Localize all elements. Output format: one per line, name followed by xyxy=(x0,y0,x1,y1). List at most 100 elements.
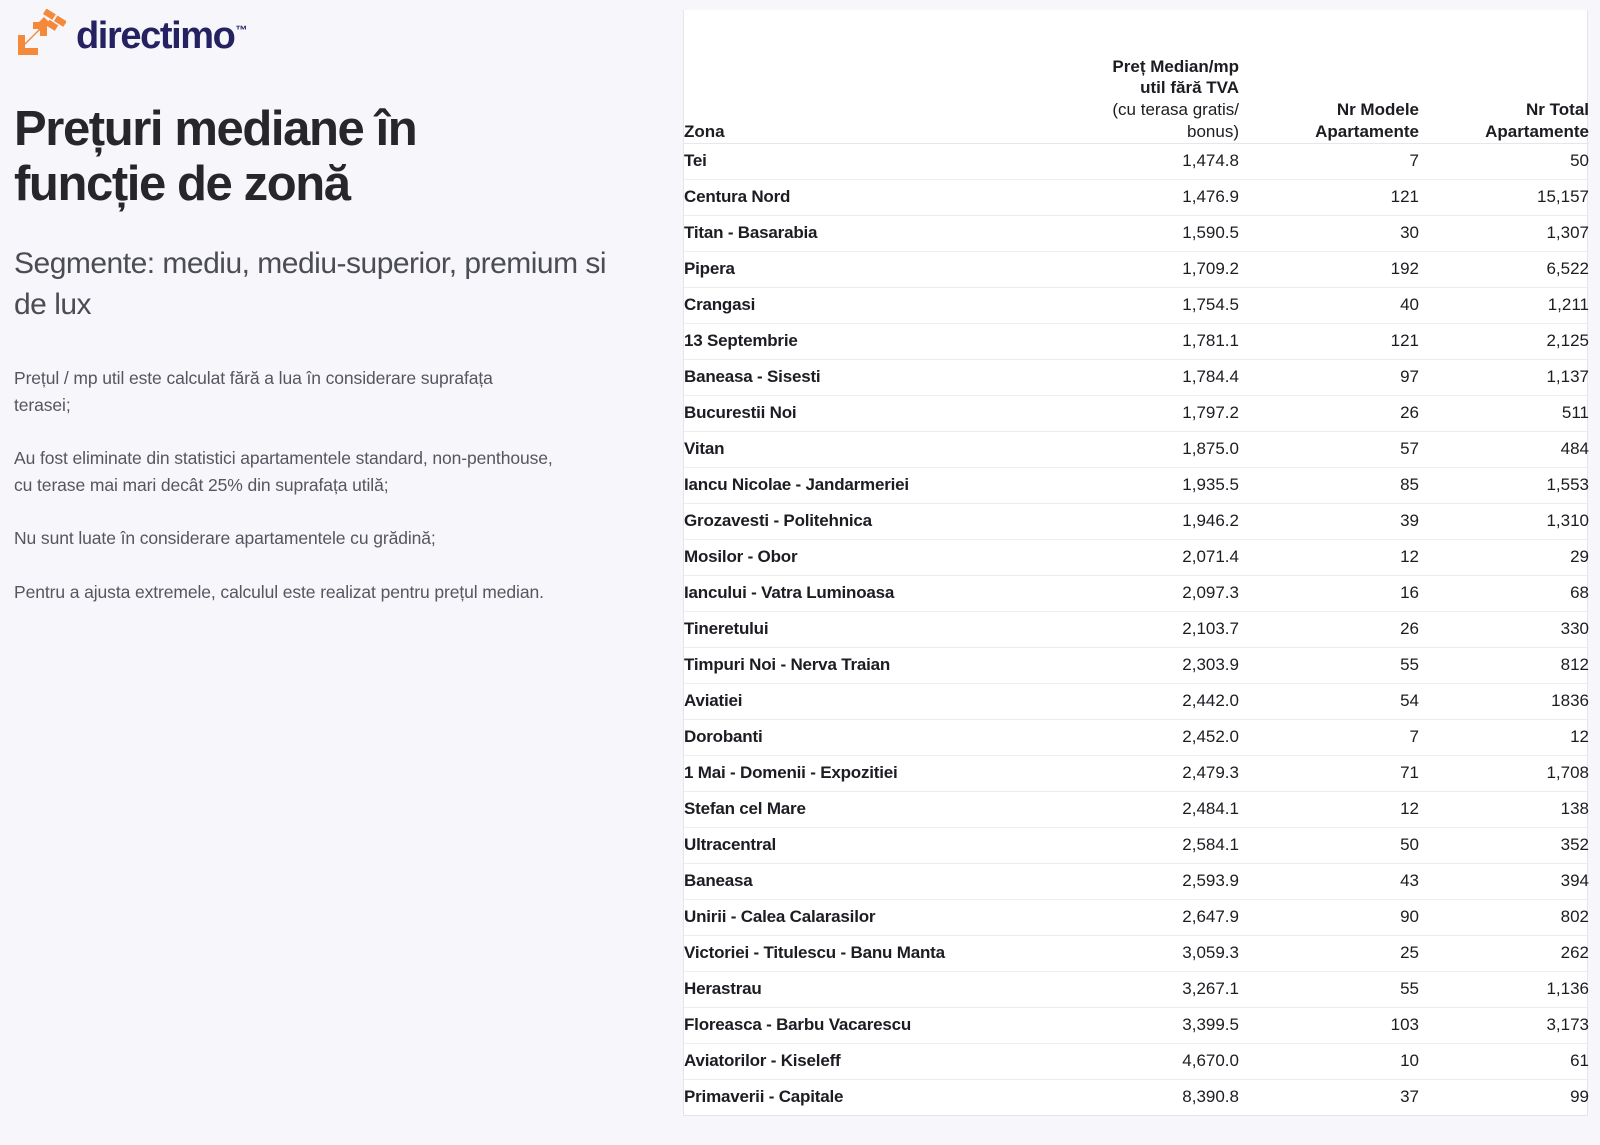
cell-zona: Vitan xyxy=(684,431,1024,468)
cell-zona: Stefan cel Mare xyxy=(684,791,1024,828)
cell-price: 8,390.8 xyxy=(1182,1087,1239,1107)
cell-models: 40 xyxy=(1239,287,1419,324)
table-row[interactable]: Titan - Basarabia 1,590.5 30 1,307 xyxy=(684,215,1589,252)
cell-price: 2,103.7 xyxy=(1024,611,1239,648)
cell-total: 484 xyxy=(1419,431,1589,468)
table-row[interactable]: Crangasi 1,754.5 40 1,211 xyxy=(684,287,1589,324)
cell-total: 1,136 xyxy=(1419,971,1589,1008)
table-row[interactable]: 13 Septembrie 1,781.1 121 2,125 xyxy=(684,323,1589,360)
cell-price: 2,484.1 xyxy=(1024,791,1239,828)
cell-total: 511 xyxy=(1419,395,1589,432)
cell-price: 1,784.4 xyxy=(1024,359,1239,396)
table-row[interactable]: Bucurestii Noi 1,797.2 26 511 xyxy=(684,395,1589,432)
table-row[interactable]: Tineretului 2,103.7 26 330 xyxy=(684,611,1589,648)
cell-zona: Aviatiei xyxy=(684,683,1024,720)
cell-models: 26 xyxy=(1239,395,1419,432)
cell-zona: Tei xyxy=(684,143,1024,180)
cell-total: 12 xyxy=(1419,719,1589,756)
cell-zona: Titan - Basarabia xyxy=(684,215,1024,252)
table-row[interactable]: Primaverii - Capitale 8,390.8 37 99 xyxy=(684,1079,1589,1115)
table-row[interactable]: Grozavesti - Politehnica 1,946.2 39 1,310 xyxy=(684,503,1589,540)
cell-models: 71 xyxy=(1239,755,1419,792)
table-row[interactable]: Floreasca - Barbu Vacarescu 3,399.5 103 3,1… xyxy=(684,1007,1589,1044)
cell-zona: Ultracentral xyxy=(684,827,1024,864)
brand-logo[interactable]: directimo™ xyxy=(0,0,660,58)
cell-total: 1,553 xyxy=(1419,467,1589,504)
cell-models: 192 xyxy=(1239,251,1419,288)
cell-total: 99 xyxy=(1570,1087,1589,1107)
table-row[interactable]: Timpuri Noi - Nerva Traian 2,303.9 55 812 xyxy=(684,647,1589,684)
table-row[interactable]: Stefan cel Mare 2,484.1 12 138 xyxy=(684,791,1589,828)
cell-models: 121 xyxy=(1239,323,1419,360)
cell-price: 4,670.0 xyxy=(1024,1043,1239,1080)
table-row[interactable]: Pipera 1,709.2 192 6,522 xyxy=(684,251,1589,288)
cell-total: 812 xyxy=(1419,647,1589,684)
cell-total: 29 xyxy=(1419,539,1589,576)
cell-models: 7 xyxy=(1239,719,1419,756)
cell-models: 16 xyxy=(1239,575,1419,612)
cell-price: 3,399.5 xyxy=(1024,1007,1239,1044)
column-header-total-line1: Nr Total xyxy=(1526,100,1589,119)
column-header-zona[interactable]: Zona xyxy=(684,10,1024,144)
column-header-models-line1: Nr Modele xyxy=(1336,100,1419,119)
column-header-price-line1: Preț Median/mp xyxy=(1112,56,1239,76)
column-header-price-line2: util fără TVA xyxy=(1140,78,1239,98)
cell-models: 7 xyxy=(1239,143,1419,180)
cell-zona: Floreasca - Barbu Vacarescu xyxy=(684,1007,1024,1044)
table-row[interactable]: Herastrau 3,267.1 55 1,136 xyxy=(684,971,1589,1008)
page-subtitle: Segmente: mediu, mediu-superior, premium… xyxy=(14,246,607,321)
brand-wordmark: directimo™ xyxy=(76,17,247,55)
table-row[interactable]: Unirii - Calea Calarasilor 2,647.9 90 802 xyxy=(684,899,1589,936)
table-row[interactable]: Dorobanti 2,452.0 7 12 xyxy=(684,719,1589,756)
cell-zona: 1 Mai - Domenii - Expozitiei xyxy=(684,755,1024,792)
cell-zona: Unirii - Calea Calarasilor xyxy=(684,899,1024,936)
cell-price: 1,476.9 xyxy=(1024,179,1239,216)
cell-zona: Timpuri Noi - Nerva Traian xyxy=(684,647,1024,684)
cell-zona: Dorobanti xyxy=(684,719,1024,756)
cell-models: 85 xyxy=(1239,467,1419,504)
cell-zona: Tineretului xyxy=(684,611,1024,648)
table-row[interactable]: Iancului - Vatra Luminoasa 2,097.3 16 68 xyxy=(684,575,1589,612)
table-row[interactable]: Victoriei - Titulescu - Banu Manta 3,059.… xyxy=(684,935,1589,972)
cell-models: 103 xyxy=(1239,1007,1419,1044)
cell-zona: Victoriei - Titulescu - Banu Manta xyxy=(684,935,1024,972)
table-row[interactable]: Vitan 1,875.0 57 484 xyxy=(684,431,1589,468)
cell-models: 121 xyxy=(1239,179,1419,216)
table-header-row: Zona Preț Median/mp util fără TVA (cu te… xyxy=(684,10,1589,144)
table-row[interactable]: Mosilor - Obor 2,071.4 12 29 xyxy=(684,539,1589,576)
table-row[interactable]: Tei 1,474.8 7 50 xyxy=(684,143,1589,180)
cell-models: 55 xyxy=(1239,971,1419,1008)
cell-price: 1,935.5 xyxy=(1024,467,1239,504)
cell-total: 1836 xyxy=(1419,683,1589,720)
table-row[interactable]: Ultracentral 2,584.1 50 352 xyxy=(684,827,1589,864)
table-row[interactable]: Aviatiei 2,442.0 54 1836 xyxy=(684,683,1589,720)
cell-total: 2,125 xyxy=(1419,323,1589,360)
cell-models: 55 xyxy=(1239,647,1419,684)
cell-price: 2,452.0 xyxy=(1024,719,1239,756)
cell-models: 10 xyxy=(1239,1043,1419,1080)
column-header-total[interactable]: Nr Total Apartamente xyxy=(1419,10,1589,144)
zones-table-card: Zona Preț Median/mp util fără TVA (cu te… xyxy=(683,10,1589,1116)
table-row[interactable]: Baneasa - Sisesti 1,784.4 97 1,137 xyxy=(684,359,1589,396)
table-row[interactable]: Aviatorilor - Kiseleff 4,670.0 10 61 xyxy=(684,1043,1589,1080)
table-row[interactable]: Baneasa 2,593.9 43 394 xyxy=(684,863,1589,900)
table-row[interactable]: Iancu Nicolae - Jandarmeriei 1,935.5 85 1,5… xyxy=(684,467,1589,504)
cell-price: 1,709.2 xyxy=(1024,251,1239,288)
cell-zona: Crangasi xyxy=(684,287,1024,324)
cell-price: 2,593.9 xyxy=(1024,863,1239,900)
column-header-price-note1: (cu terasa gratis/ xyxy=(1112,100,1239,119)
column-header-zona-label: Zona xyxy=(684,121,725,141)
table-row[interactable]: Centura Nord 1,476.9 121 15,157 xyxy=(684,179,1589,216)
table-body: Tei 1,474.8 7 50 Centura Nord 1,476.9 121 15,15… xyxy=(684,143,1589,1115)
column-header-models[interactable]: Nr Modele Apartamente xyxy=(1239,10,1419,144)
cell-total: 352 xyxy=(1419,827,1589,864)
table-row[interactable]: 1 Mai - Domenii - Expozitiei 2,479.3 71 1,7… xyxy=(684,755,1589,792)
cell-total: 1,310 xyxy=(1419,503,1589,540)
column-header-price[interactable]: Preț Median/mp util fără TVA (cu terasa … xyxy=(1024,10,1239,144)
cell-models: 57 xyxy=(1239,431,1419,468)
cell-zona: Grozavesti - Politehnica xyxy=(684,503,1024,540)
cell-total: 1,211 xyxy=(1419,287,1589,324)
cell-total: 262 xyxy=(1419,935,1589,972)
cell-total: 6,522 xyxy=(1419,251,1589,288)
